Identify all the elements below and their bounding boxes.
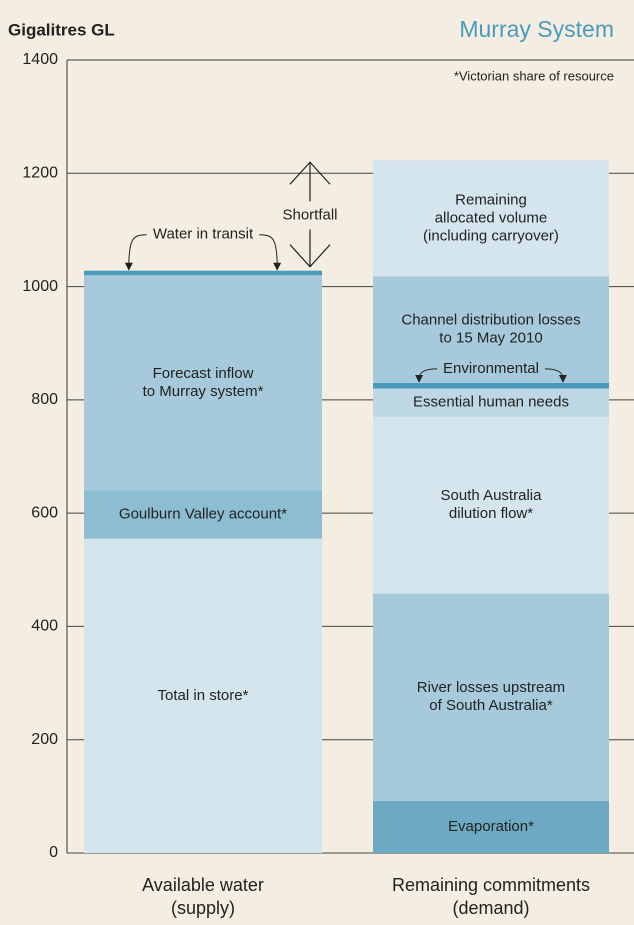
chart-title: Murray System <box>459 16 614 42</box>
y-tick-label: 0 <box>49 844 58 861</box>
segment-label: Remaining <box>455 191 527 208</box>
x-tick-label: Available water <box>142 875 264 895</box>
y-tick-label: 800 <box>31 391 58 408</box>
x-tick-label: (demand) <box>452 898 529 918</box>
segment-label: Total in store* <box>158 687 249 704</box>
bar-segment <box>373 276 609 383</box>
x-tick-label: Remaining commitments <box>392 875 590 895</box>
annotation-arrow <box>544 368 567 383</box>
annotation-arrow <box>415 368 438 383</box>
segment-label: Water in transit <box>153 226 254 243</box>
segment-label: (including carryover) <box>423 227 559 244</box>
segment-label: dilution flow* <box>449 505 533 522</box>
segment-label: to 15 May 2010 <box>439 330 542 347</box>
annotation-arrowhead <box>289 161 331 185</box>
annotation: Shortfall <box>282 206 337 223</box>
x-tick-label: (supply) <box>171 898 235 918</box>
bar-segment <box>373 593 609 801</box>
y-tick-label: 200 <box>31 731 58 748</box>
bar-segment <box>373 800 609 853</box>
annotation-arrow <box>124 234 147 271</box>
bar-segment <box>373 388 609 417</box>
y-axis-label: Gigalitres GL <box>8 20 115 39</box>
annotation-arrow <box>259 234 282 271</box>
note: *Victorian share of resource <box>454 68 614 83</box>
bar-segment <box>84 538 322 853</box>
bar-segment <box>373 416 609 594</box>
y-tick-label: 1400 <box>22 51 58 68</box>
annotation-arrowhead <box>289 244 331 268</box>
bar-segment <box>84 270 322 276</box>
segment-label: Channel distribution losses <box>401 312 580 329</box>
segment-label: Environmental <box>443 360 539 377</box>
labels: Available water (supply) Total in store* Go… <box>119 161 590 918</box>
segment-label: Forecast inflow <box>153 365 254 382</box>
bar-segment <box>84 275 322 491</box>
y-tick-label: 1000 <box>22 278 58 295</box>
y-tick-label: 600 <box>31 504 58 521</box>
segment-label: to Murray system* <box>143 383 264 400</box>
bars <box>84 160 609 853</box>
bar-segment <box>373 382 609 389</box>
segment-label: River losses upstream <box>417 679 565 696</box>
bar-segment <box>373 160 609 277</box>
segment-label: South Australia <box>441 487 543 504</box>
segment-label: allocated volume <box>435 209 548 226</box>
segment-label: Goulburn Valley account* <box>119 506 287 523</box>
segment-label: of South Australia* <box>429 697 553 714</box>
segment-label: Evaporation* <box>448 818 534 835</box>
bar-segment <box>84 490 322 539</box>
segment-label: Essential human needs <box>413 394 569 411</box>
y-tick-label: 1200 <box>22 165 58 182</box>
y-tick-label: 400 <box>31 618 58 635</box>
